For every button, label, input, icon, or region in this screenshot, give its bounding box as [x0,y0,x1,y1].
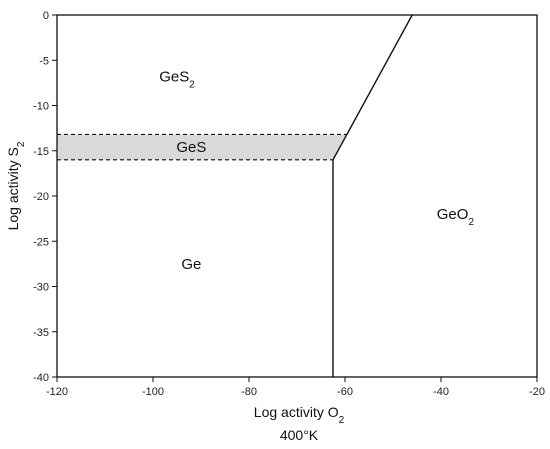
plot-area [57,14,413,377]
region-label-ges: GeS [176,139,206,156]
region-label-geo2: GeO2 [437,206,475,228]
region-label-ges2: GeS2 [159,69,195,91]
y-tick-label: -35 [33,327,49,339]
y-axis-title: Log activity S2 [5,141,27,230]
chart-caption: 400°K [280,427,319,443]
y-tick-label: -25 [33,236,49,248]
ges-shaded-band [57,134,348,160]
y-tick-label: -15 [33,146,49,158]
y-tick-label: -20 [33,191,49,203]
axes: -120 -100 -80 -60 -40 -20 0 -5 -10 -15 -20 -25 -30 -3… [33,10,545,398]
y-tick-label: -40 [33,372,49,384]
x-tick-label: -40 [433,386,449,398]
y-tick-label: -30 [33,282,49,294]
x-tick-label: -80 [241,386,257,398]
y-tick-label: -5 [39,55,49,67]
x-tick-label: -120 [46,386,68,398]
region-label-ge: Ge [181,256,201,273]
plot-frame [56,14,538,378]
x-axis-title: Log activity O2 [254,404,345,426]
x-tick-label: -60 [337,386,353,398]
x-tick-label: -20 [529,386,545,398]
y-tick-label: -10 [33,101,49,113]
x-tick-label: -100 [142,386,164,398]
geo2-boundary-upper [332,14,413,161]
y-tick-label: 0 [43,10,49,22]
